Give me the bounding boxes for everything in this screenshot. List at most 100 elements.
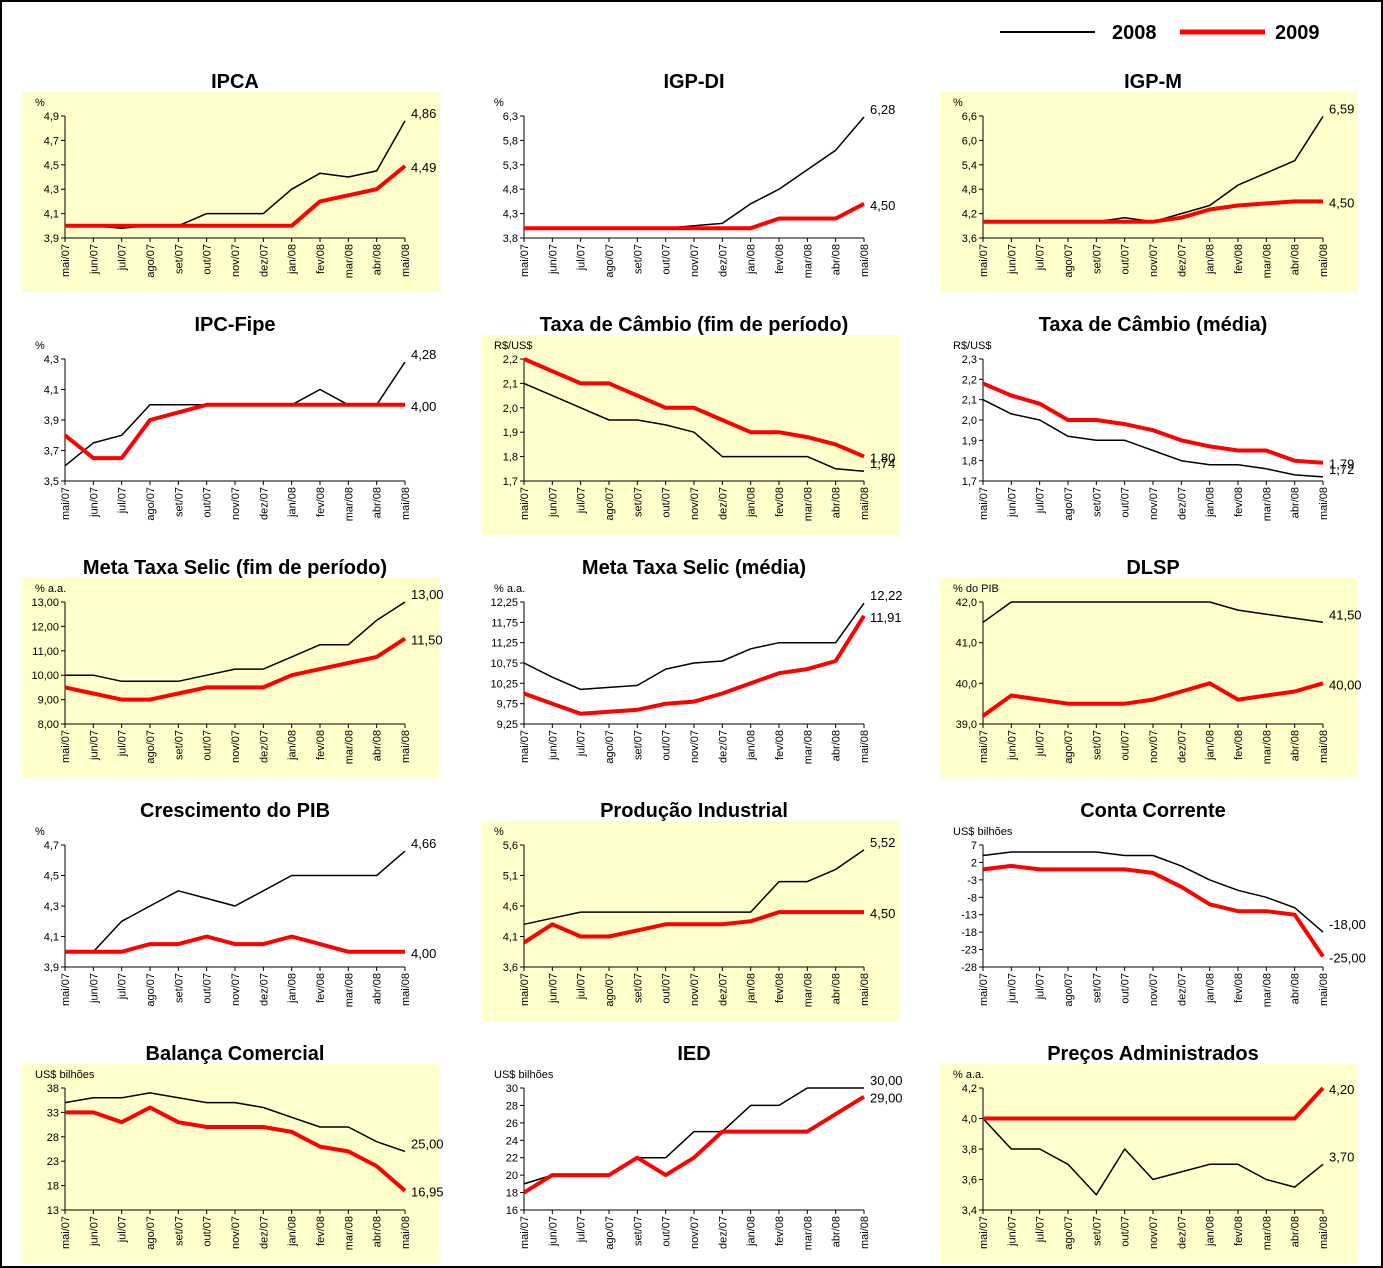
x-tick-label: jul/07 (576, 730, 588, 757)
y-tick-label: 2,0 (962, 415, 977, 427)
x-tick-label: abr/08 (372, 973, 384, 1004)
x-tick-label: mai/08 (859, 973, 871, 1006)
x-tick-label: jul/07 (576, 1216, 588, 1243)
series-line (983, 1086, 1325, 1121)
x-tick-label: set/07 (1091, 730, 1103, 760)
x-tick-label: jan/08 (1205, 973, 1217, 1004)
x-tick-label: fev/08 (774, 487, 786, 517)
y-tick-label: 9,25 (497, 719, 518, 731)
y-tick-label: -23 (961, 945, 977, 957)
y-axis-unit: % a.a. (494, 583, 525, 595)
value-label: 4,00 (411, 946, 436, 961)
x-tick-label: fev/08 (1233, 1216, 1245, 1246)
value-label: 4,50 (870, 906, 895, 921)
chart-title: Taxa de Câmbio (fim de período) (540, 314, 849, 336)
x-tick-label: nov/07 (230, 730, 242, 763)
x-tick-label: mai/08 (1318, 244, 1330, 277)
y-tick-label: 7 (971, 840, 977, 852)
value-label: 41,50 (1329, 607, 1362, 622)
x-tick-label: mai/08 (1318, 1216, 1330, 1249)
x-tick-label: jun/07 (88, 973, 100, 1004)
chart-title: Crescimento do PIB (140, 800, 330, 822)
x-tick-label: mai/07 (60, 730, 72, 763)
x-tick-label: mai/07 (519, 1216, 531, 1249)
y-axis-unit: % (494, 826, 504, 838)
x-tick-label: jan/08 (746, 1216, 758, 1247)
y-axis-unit: US$ bilhões (953, 826, 1013, 838)
series-line (65, 934, 405, 954)
chart-panel: Taxa de Câmbio (fim de período) R$/US$ 1,7… (481, 314, 899, 535)
y-tick-label: 5,6 (503, 840, 518, 852)
x-tick-label: jul/07 (117, 1216, 129, 1243)
x-tick-label: fev/08 (774, 244, 786, 274)
y-tick-label: 4,7 (44, 135, 59, 147)
chart-panel: IED US$ bilhões 16 18 20 22 24 26 28 30 mai/07 jun/… (494, 1043, 903, 1250)
y-tick-label: 4,3 (44, 184, 59, 196)
x-tick-label: ago/07 (145, 730, 157, 764)
chart-panel: Crescimento do PIB% 3,9 4,1 4,3 4,5 4,7 mai/07… (35, 800, 436, 1007)
x-tick-label: fev/08 (315, 244, 327, 274)
x-tick-label: nov/07 (230, 1216, 242, 1249)
y-tick-label: 6,6 (962, 111, 977, 123)
value-label: 30,00 (870, 1073, 903, 1088)
series-line (981, 681, 1324, 718)
chart-title: Meta Taxa Selic (média) (582, 557, 806, 579)
x-tick-label: dez/07 (258, 1216, 270, 1249)
x-tick-label: jun/07 (547, 730, 559, 761)
y-tick-label: 4,1 (44, 209, 59, 221)
x-tick-label: dez/07 (258, 487, 270, 520)
y-tick-label: 2 (971, 857, 977, 869)
value-label: 3,70 (1329, 1149, 1354, 1164)
y-tick-label: 4,1 (44, 932, 59, 944)
x-tick-label: jan/08 (287, 730, 299, 761)
y-tick-label: 4,2 (962, 1083, 977, 1095)
x-tick-label: mai/08 (1318, 730, 1330, 763)
x-tick-label: abr/08 (1290, 973, 1302, 1004)
x-tick-label: jan/08 (287, 973, 299, 1004)
y-tick-label: 42,0 (956, 597, 977, 609)
x-tick-label: jul/07 (576, 487, 588, 514)
x-tick-label: out/07 (202, 487, 214, 518)
y-tick-label: 2,3 (962, 354, 977, 366)
y-tick-label: 22 (506, 1153, 518, 1165)
x-tick-label: mar/08 (802, 244, 814, 278)
x-tick-label: ago/07 (1063, 487, 1075, 521)
y-tick-label: 4,5 (44, 871, 59, 883)
x-tick-label: dez/07 (1176, 973, 1188, 1006)
value-label: 11,91 (870, 610, 902, 625)
chart-title: Meta Taxa Selic (fim de período) (83, 557, 387, 579)
chart-panel: Taxa de Câmbio (média) R$/US$ 1,7 1,8 1,9 2,0… (953, 314, 1354, 521)
y-tick-label: 9,00 (38, 695, 59, 707)
value-label: 6,59 (1329, 101, 1354, 116)
y-axis-unit: % (35, 97, 45, 109)
y-tick-label: 4,3 (503, 209, 518, 221)
y-axis-unit: % (953, 97, 963, 109)
x-tick-label: nov/07 (1148, 1216, 1160, 1249)
x-tick-label: ago/07 (1063, 244, 1075, 278)
series-line (63, 402, 405, 461)
chart-title: Balança Comercial (146, 1043, 325, 1065)
y-tick-label: 12,00 (31, 621, 59, 633)
series-line (982, 851, 1324, 933)
x-tick-label: mai/07 (60, 244, 72, 277)
x-tick-label: out/07 (1120, 730, 1132, 761)
x-tick-label: jun/07 (547, 244, 559, 275)
x-tick-label: dez/07 (258, 973, 270, 1006)
x-tick-label: jan/08 (1205, 730, 1217, 761)
x-tick-label: fev/08 (315, 487, 327, 517)
y-tick-label: 3,9 (44, 415, 59, 427)
value-label: 4,20 (1329, 1082, 1354, 1097)
x-tick-label: ago/07 (1063, 973, 1075, 1007)
x-tick-label: jul/07 (117, 730, 129, 757)
x-tick-label: mai/08 (859, 1216, 871, 1249)
panel-background (940, 578, 1358, 778)
y-tick-label: 1,8 (962, 456, 977, 468)
y-tick-label: 3,6 (962, 1175, 977, 1187)
y-tick-label: 1,8 (503, 452, 518, 464)
panel-background (22, 578, 440, 778)
y-tick-label: 3,9 (44, 962, 59, 974)
series-line (65, 850, 406, 953)
chart-title: Conta Corrente (1080, 800, 1226, 822)
x-tick-label: mar/08 (1261, 244, 1273, 278)
